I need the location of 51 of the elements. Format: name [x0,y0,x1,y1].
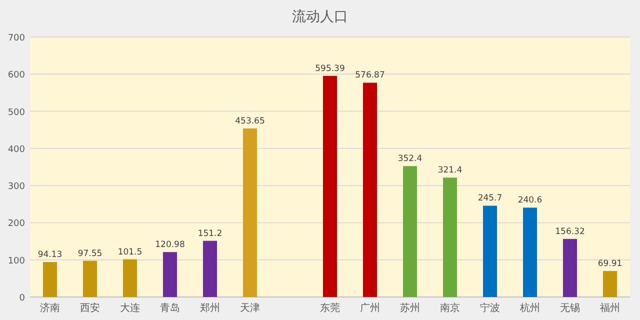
bar [123,259,137,297]
data-label: 453.65 [235,116,265,126]
bar [603,271,617,297]
x-tick-label: 大连 [120,302,140,314]
y-tick-label: 300 [8,182,26,192]
data-label: 576.87 [355,70,385,81]
x-tick-label: 青岛 [160,302,180,314]
bar [363,82,377,297]
y-tick-label: 400 [8,144,26,155]
bar [43,262,57,297]
data-label: 94.13 [38,250,62,260]
x-tick-label: 东莞 [320,302,340,314]
data-label: 151.2 [198,228,222,239]
data-label: 120.98 [155,240,185,250]
y-tick-label: 700 [8,34,26,44]
x-tick-label: 福州 [600,302,620,314]
x-tick-label: 济南 [40,302,60,314]
bar [563,238,577,297]
bar [243,128,257,297]
y-tick-label: 100 [8,256,26,266]
x-tick-label: 天津 [240,302,260,314]
x-tick-label: 苏州 [400,302,420,314]
bar [523,208,537,297]
data-label: 245.7 [478,194,502,204]
data-label: 321.4 [438,166,462,176]
x-tick-label: 无锡 [560,303,580,314]
chart-title: 流动人口 [292,9,348,25]
x-tick-label: 郑州 [200,302,220,314]
data-label: 352.4 [398,154,422,164]
bar [323,76,337,297]
data-label: 595.39 [315,64,345,74]
x-tick-label: 宁波 [480,302,500,314]
bar [443,178,457,297]
x-tick-label: 西安 [80,302,100,314]
data-label: 240.6 [518,196,542,206]
x-tick-label: 南京 [440,302,460,314]
y-tick-label: 200 [8,219,26,230]
data-label: 97.55 [78,248,102,259]
bar [483,206,497,297]
x-tick-label: 广州 [360,302,380,314]
data-label: 156.32 [555,226,585,237]
y-tick-label: 600 [8,70,26,81]
y-tick-label: 500 [8,108,26,118]
bar [83,260,97,297]
bar [163,252,177,297]
data-label: 69.91 [598,259,622,270]
bar [203,240,217,297]
y-tick-label: 0 [19,294,26,304]
data-label: 101.5 [118,247,142,258]
x-tick-label: 杭州 [519,302,540,314]
bar [403,166,417,297]
